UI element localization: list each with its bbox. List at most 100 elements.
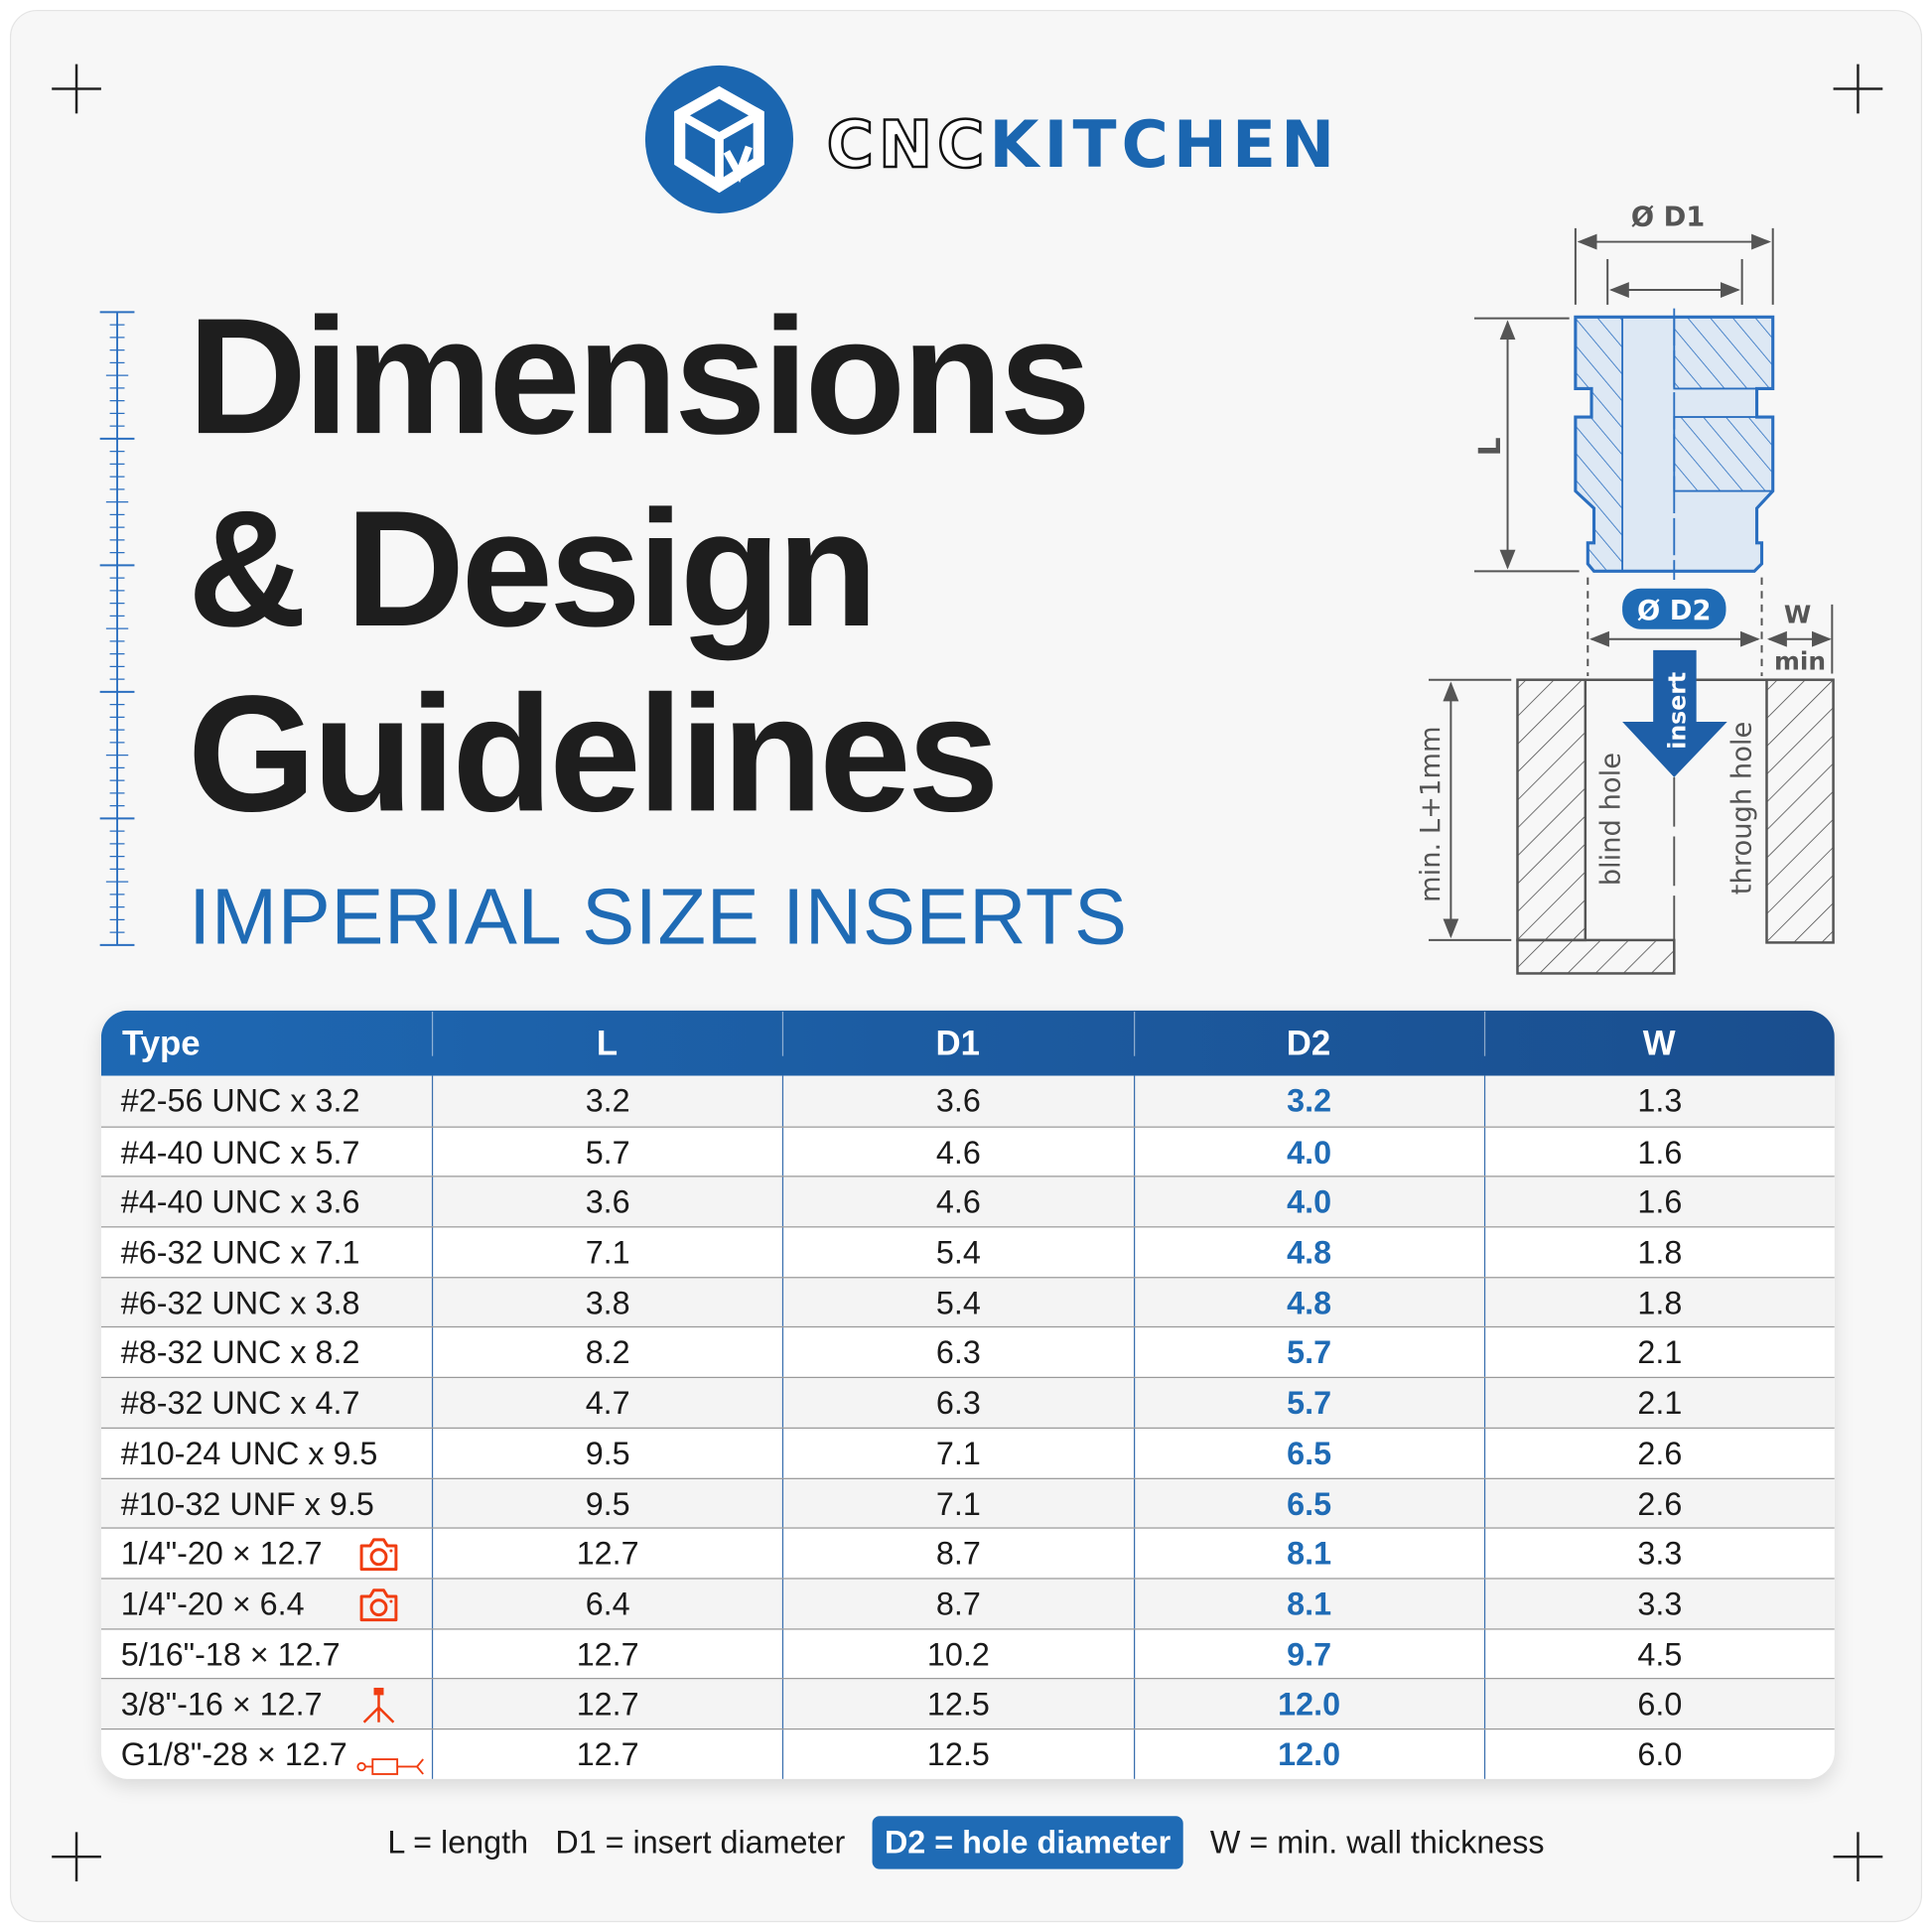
cell-l-value: 12.7 xyxy=(576,1635,639,1673)
cell-w-value: 1.3 xyxy=(1637,1081,1683,1120)
tripod-icon xyxy=(357,1687,399,1739)
subtitle: IMPERIAL SIZE INSERTS xyxy=(189,872,1128,962)
cell-d2-value: 5.7 xyxy=(1287,1384,1332,1422)
blind-hole-label: blind hole xyxy=(1596,753,1627,886)
cell-l: 3.6 xyxy=(431,1176,782,1227)
cell-l-value: 5.7 xyxy=(585,1133,630,1171)
cell-l: 3.8 xyxy=(431,1278,782,1327)
cell-d1-value: 6.3 xyxy=(935,1384,981,1422)
cell-w: 3.3 xyxy=(1483,1528,1835,1579)
cell-w-value: 2.6 xyxy=(1637,1484,1683,1522)
cell-d2-value: 4.8 xyxy=(1287,1284,1332,1321)
cell-l-value: 12.7 xyxy=(576,1685,639,1724)
cell-d2: 12.0 xyxy=(1133,1729,1483,1779)
cell-d2-value: 8.1 xyxy=(1287,1585,1332,1622)
title-line-1: Dimensions xyxy=(187,285,1091,470)
header-l: L xyxy=(431,1011,782,1063)
cell-d1-value: 4.6 xyxy=(935,1133,981,1171)
l-label: L xyxy=(1473,437,1508,456)
cell-d2: 5.7 xyxy=(1133,1378,1483,1428)
w-label: W xyxy=(1784,601,1811,629)
cell-d1: 7.1 xyxy=(782,1478,1133,1528)
table-row: #6-32 UNC x 3.8 3.8 5.4 4.8 1.8 xyxy=(100,1276,1835,1327)
cell-l: 3.2 xyxy=(431,1075,782,1127)
cell-w: 1.3 xyxy=(1483,1075,1835,1127)
cell-type: 5/16"-18 × 12.7 xyxy=(101,1629,432,1678)
cell-type: #6-32 UNC x 3.8 xyxy=(101,1278,432,1326)
crosshair-mark xyxy=(52,64,101,114)
cell-d2-value: 12.0 xyxy=(1278,1735,1341,1773)
cell-l-value: 3.8 xyxy=(585,1284,630,1321)
table-row: 3/8"-16 × 12.7 12.7 12.5 12.0 6.0 xyxy=(100,1678,1835,1728)
cell-d1-value: 6.3 xyxy=(935,1333,981,1372)
cell-l: 7.1 xyxy=(431,1227,782,1277)
cell-d1-value: 12.5 xyxy=(926,1735,990,1773)
cell-l-value: 6.4 xyxy=(585,1585,630,1622)
cell-d2-value: 5.7 xyxy=(1287,1333,1332,1372)
table-row: G1/8"-28 × 12.7 12.7 12.5 12.0 6.0 xyxy=(100,1727,1835,1779)
table-row: 1/4"-20 × 12.7 12.7 8.7 8.1 3.3 xyxy=(100,1527,1835,1579)
cell-d1: 4.6 xyxy=(782,1127,1133,1176)
cell-d1-value: 7.1 xyxy=(935,1484,981,1522)
cell-type: #10-32 UNF x 9.5 xyxy=(101,1478,432,1527)
cell-l: 5.7 xyxy=(431,1127,782,1176)
cell-d1: 10.2 xyxy=(782,1629,1133,1679)
cell-type: #4-40 UNC x 5.7 xyxy=(101,1127,432,1175)
cell-w: 2.6 xyxy=(1483,1478,1835,1528)
cell-w-value: 2.1 xyxy=(1637,1333,1683,1372)
cell-l: 9.5 xyxy=(431,1478,782,1528)
cell-d1: 12.5 xyxy=(782,1729,1133,1779)
through-hole-label: through hole xyxy=(1726,722,1757,896)
cell-d1: 5.4 xyxy=(782,1278,1133,1327)
header-d1: D1 xyxy=(782,1011,1133,1063)
cell-type-value: #6-32 UNC x 3.8 xyxy=(120,1284,360,1321)
cell-d2: 9.7 xyxy=(1133,1629,1483,1679)
d1-label: Ø D1 xyxy=(1631,202,1705,232)
depth-label: min. L+1mm xyxy=(1416,726,1447,902)
pneumatic-connector-icon xyxy=(356,1743,426,1779)
cell-w: 3.3 xyxy=(1483,1579,1835,1628)
table-row: #8-32 UNC x 4.7 4.7 6.3 5.7 2.1 xyxy=(100,1376,1835,1428)
cell-w-value: 4.5 xyxy=(1637,1635,1683,1673)
header-w: W xyxy=(1483,1011,1835,1063)
cell-d2-value: 3.2 xyxy=(1287,1081,1332,1120)
cell-type-value: #10-24 UNC x 9.5 xyxy=(120,1434,378,1472)
cell-d1-value: 5.4 xyxy=(935,1233,981,1272)
cell-type: #2-56 UNC x 3.2 xyxy=(101,1076,432,1127)
cell-type: 3/8"-16 × 12.7 xyxy=(101,1680,432,1728)
cell-l-value: 9.5 xyxy=(585,1434,630,1472)
cell-l: 8.2 xyxy=(431,1327,782,1377)
cell-d2: 6.5 xyxy=(1133,1478,1483,1528)
cell-d1: 3.6 xyxy=(782,1075,1133,1127)
cell-d2: 4.8 xyxy=(1133,1227,1483,1277)
cell-d1: 8.7 xyxy=(782,1528,1133,1579)
insert-dimension-diagram: Ø D1 Ø D2 W min L insert min. L+1mm blin… xyxy=(1416,202,1835,975)
cell-w-value: 1.8 xyxy=(1637,1233,1683,1272)
cell-l: 6.4 xyxy=(431,1579,782,1628)
cell-d2-value: 8.1 xyxy=(1287,1535,1332,1573)
cell-d2-value: 6.5 xyxy=(1287,1484,1332,1522)
cell-w-value: 1.8 xyxy=(1637,1284,1683,1321)
cell-type-value: 1/4"-20 × 12.7 xyxy=(120,1535,323,1573)
table-row: #4-40 UNC x 3.6 3.6 4.6 4.0 1.6 xyxy=(100,1175,1835,1227)
cell-d1: 7.1 xyxy=(782,1428,1133,1478)
cell-d1: 12.5 xyxy=(782,1679,1133,1728)
cell-type-value: #8-32 UNC x 4.7 xyxy=(120,1384,360,1422)
cell-d1: 4.6 xyxy=(782,1176,1133,1227)
cell-l-value: 4.7 xyxy=(585,1384,630,1422)
cell-w: 2.6 xyxy=(1483,1428,1835,1478)
w-min-label: min xyxy=(1774,647,1826,676)
cell-w-value: 6.0 xyxy=(1637,1735,1683,1773)
cell-w: 6.0 xyxy=(1483,1729,1835,1779)
cell-d1: 5.4 xyxy=(782,1227,1133,1277)
legend-d2: D2 = hole diameter xyxy=(872,1816,1183,1869)
brand-logo-icon xyxy=(644,65,794,213)
cell-type-value: 3/8"-16 × 12.7 xyxy=(120,1685,323,1724)
cell-w-value: 1.6 xyxy=(1637,1133,1683,1171)
legend-l: L = length xyxy=(387,1823,529,1861)
cell-w-value: 3.3 xyxy=(1637,1585,1683,1622)
cell-d2-value: 4.0 xyxy=(1287,1183,1332,1221)
d2-label: Ø D2 xyxy=(1637,596,1711,626)
cell-w: 1.8 xyxy=(1483,1278,1835,1327)
